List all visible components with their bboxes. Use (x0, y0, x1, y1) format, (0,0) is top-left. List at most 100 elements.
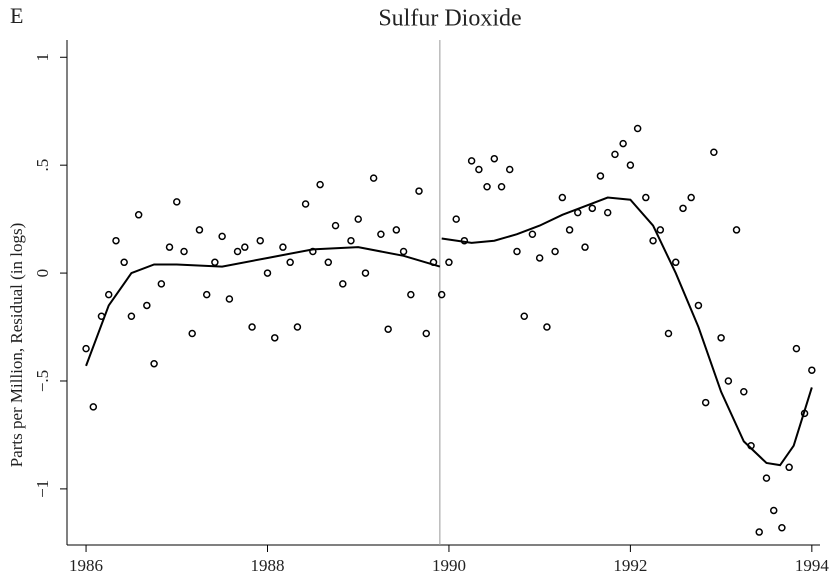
point (225, 295, 234, 303)
point (513, 247, 521, 256)
chart-title: Sulfur Dioxide (378, 6, 521, 32)
point (279, 243, 287, 251)
point (581, 243, 589, 251)
point (732, 226, 741, 234)
point (150, 359, 158, 368)
point (82, 344, 90, 353)
point (558, 193, 567, 202)
point (120, 258, 128, 267)
point (701, 398, 710, 407)
point (649, 236, 657, 245)
point (384, 325, 392, 333)
point (188, 329, 196, 338)
y-tick-label: −1 (33, 480, 52, 498)
point (202, 290, 211, 299)
point (611, 150, 619, 159)
x-tick-label: 1994 (795, 556, 830, 575)
point (437, 290, 446, 299)
point (241, 243, 249, 251)
point (354, 215, 362, 223)
point (89, 403, 98, 411)
point (369, 174, 378, 182)
point (263, 269, 272, 277)
fit-line (85, 246, 441, 367)
point (286, 258, 294, 267)
point (490, 154, 499, 163)
point (248, 323, 256, 331)
point (104, 290, 113, 299)
point (422, 329, 431, 338)
point (792, 344, 801, 353)
point (755, 528, 763, 536)
point (316, 180, 324, 189)
point (710, 148, 718, 156)
y-tick-label: 1 (33, 53, 52, 62)
point (687, 193, 695, 202)
point (694, 301, 703, 310)
point (301, 200, 310, 208)
point (603, 208, 612, 217)
point (778, 523, 786, 532)
point (762, 474, 771, 482)
y-tick-label: .5 (33, 159, 52, 172)
point (293, 323, 302, 331)
point (656, 226, 665, 234)
point (339, 280, 347, 288)
point (626, 161, 635, 169)
point (134, 211, 143, 219)
point (642, 193, 650, 202)
point (143, 301, 151, 310)
point (233, 247, 242, 256)
point (467, 157, 476, 165)
point (331, 221, 340, 230)
point (256, 236, 264, 245)
point (672, 258, 680, 267)
point (528, 230, 537, 238)
x-tick-label: 1986 (69, 556, 103, 575)
point (347, 236, 355, 245)
y-tick-label: 0 (33, 269, 52, 278)
point (483, 183, 491, 191)
point (724, 377, 733, 385)
point (633, 124, 642, 133)
point (535, 254, 544, 262)
point (520, 312, 528, 320)
point (619, 139, 627, 148)
point (324, 258, 333, 267)
point (445, 258, 453, 267)
point (497, 183, 506, 191)
fit-line (441, 196, 813, 467)
y-axis-label: Parts per Million, Residual (in logs) (7, 223, 26, 468)
point (407, 290, 415, 299)
point (211, 258, 219, 267)
point (218, 232, 226, 241)
panel-label: E (10, 3, 23, 28)
point (399, 247, 408, 256)
point (180, 247, 188, 256)
point (127, 312, 136, 320)
point (475, 165, 483, 174)
point (717, 334, 725, 342)
point (505, 165, 514, 174)
point (173, 198, 181, 206)
point (664, 329, 673, 338)
point (112, 236, 120, 245)
x-tick-label: 1990 (432, 556, 466, 575)
x-tick-label: 1992 (613, 556, 647, 575)
point (165, 243, 174, 251)
point (415, 187, 423, 195)
point (769, 506, 778, 515)
point (808, 366, 816, 374)
point (551, 247, 559, 256)
point (452, 215, 460, 223)
point (596, 172, 605, 180)
point (392, 226, 401, 234)
point (679, 204, 687, 213)
point (565, 226, 574, 234)
point (588, 204, 597, 213)
point (543, 323, 551, 331)
y-tick-label: −.5 (33, 370, 52, 392)
point (361, 269, 370, 277)
x-tick-label: 1988 (250, 556, 284, 575)
